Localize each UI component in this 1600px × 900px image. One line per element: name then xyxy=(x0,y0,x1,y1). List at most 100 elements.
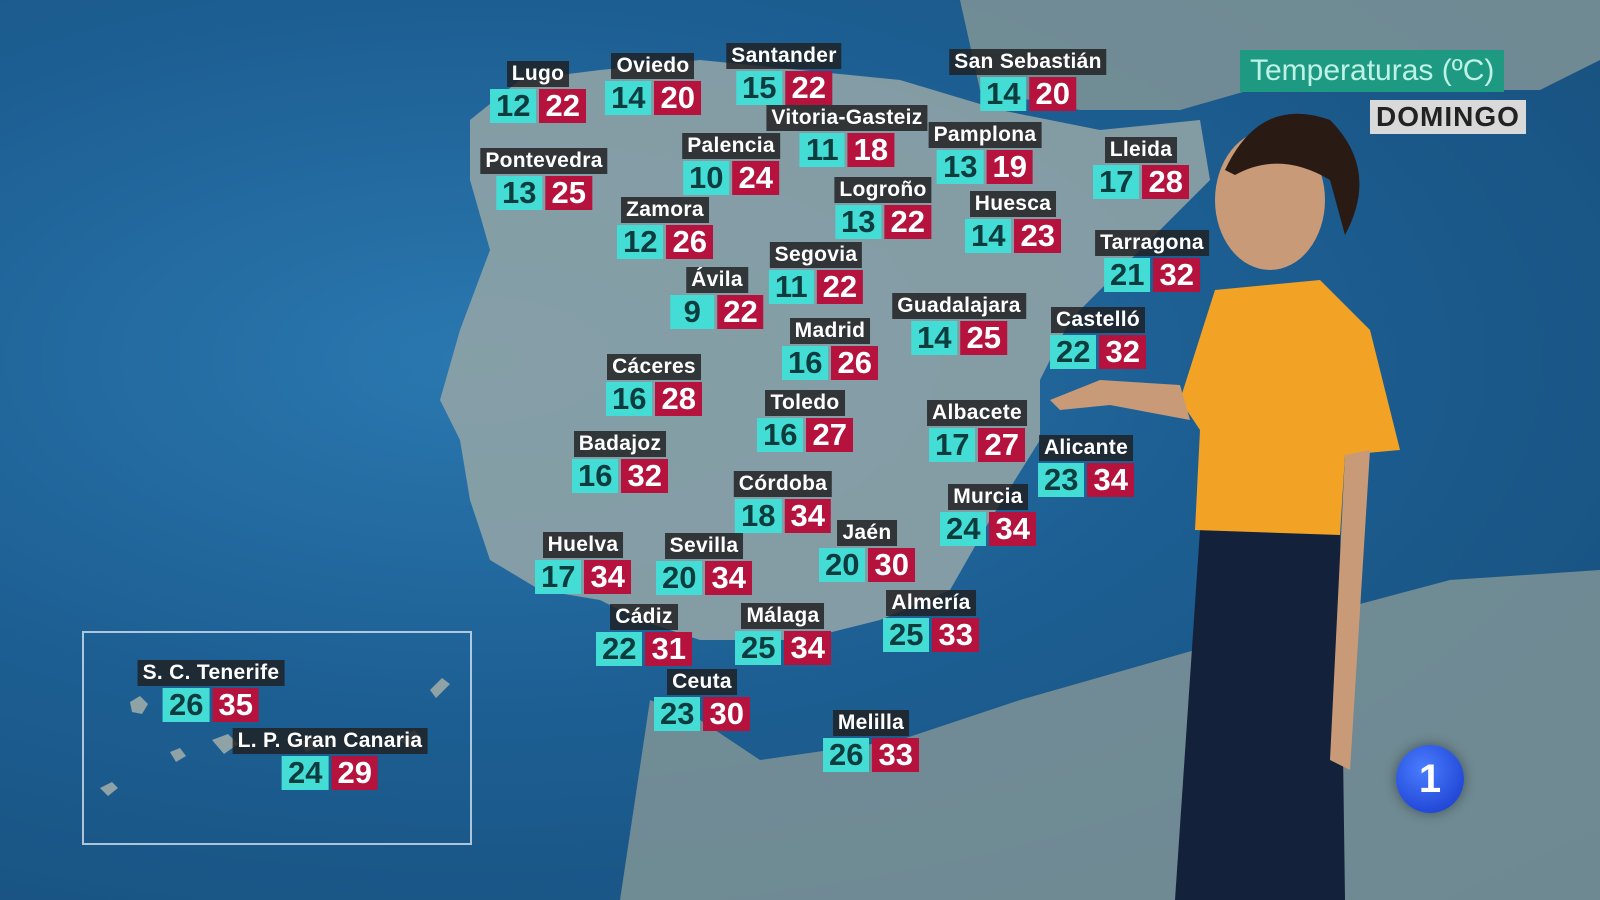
city-name: Huesca xyxy=(969,191,1057,217)
day-label: DOMINGO xyxy=(1370,100,1526,134)
presenter xyxy=(1050,113,1400,900)
city-name: Ávila xyxy=(686,267,748,293)
temperature-pair: 20 34 xyxy=(656,561,752,595)
temperature-pair: 24 34 xyxy=(940,512,1036,546)
city-forecast: Huesca 14 23 xyxy=(965,191,1061,253)
temperature-pair: 15 22 xyxy=(736,71,832,105)
city-name: Vitoria-Gasteiz xyxy=(766,105,928,131)
temperature-pair: 17 28 xyxy=(1093,165,1189,199)
temperature-pair: 23 34 xyxy=(1038,463,1134,497)
city-name: Málaga xyxy=(741,603,825,629)
city-name: Pontevedra xyxy=(480,148,608,174)
max-temperature: 19 xyxy=(986,150,1033,184)
city-forecast: Sevilla 20 34 xyxy=(656,533,752,595)
city-name: Tarragona xyxy=(1095,230,1209,256)
max-temperature: 22 xyxy=(539,89,586,123)
temperature-pair: 17 27 xyxy=(929,428,1025,462)
max-temperature: 30 xyxy=(703,697,750,731)
temperature-pair: 21 32 xyxy=(1104,258,1200,292)
min-temperature: 16 xyxy=(572,459,619,493)
city-forecast: Castelló 22 32 xyxy=(1050,307,1146,369)
temperature-pair: 16 32 xyxy=(572,459,668,493)
temperature-pair: 16 26 xyxy=(782,346,878,380)
min-temperature: 25 xyxy=(735,631,782,665)
city-name: Santander xyxy=(726,43,842,69)
temperature-pair: 14 25 xyxy=(911,321,1007,355)
city-name: Melilla xyxy=(832,710,910,736)
city-forecast: Pontevedra 13 25 xyxy=(480,148,608,210)
max-temperature: 26 xyxy=(831,346,878,380)
min-temperature: 12 xyxy=(490,89,537,123)
max-temperature: 18 xyxy=(847,133,895,167)
city-forecast: Segovia 11 22 xyxy=(768,242,864,304)
max-temperature: 34 xyxy=(1087,463,1134,497)
temperature-pair: 14 20 xyxy=(980,77,1076,111)
city-forecast: Albacete 17 27 xyxy=(927,400,1027,462)
map-title: Temperaturas (ºC) xyxy=(1240,50,1505,92)
city-forecast: Melilla 26 33 xyxy=(823,710,919,772)
city-name: Toledo xyxy=(765,390,845,416)
temperature-pair: 16 28 xyxy=(606,382,702,416)
temperature-pair: 22 32 xyxy=(1050,335,1146,369)
max-temperature: 20 xyxy=(1029,77,1076,111)
max-temperature: 29 xyxy=(331,756,378,790)
city-forecast: Murcia 24 34 xyxy=(940,484,1036,546)
min-temperature: 14 xyxy=(605,81,652,115)
min-temperature: 26 xyxy=(163,688,210,722)
city-forecast: San Sebastián 14 20 xyxy=(949,49,1107,111)
min-temperature: 16 xyxy=(757,418,804,452)
min-temperature: 26 xyxy=(823,738,870,772)
max-temperature: 27 xyxy=(806,418,853,452)
city-forecast: Madrid 16 26 xyxy=(782,318,878,380)
max-temperature: 27 xyxy=(978,428,1025,462)
city-forecast: Cáceres 16 28 xyxy=(606,354,702,416)
min-temperature: 17 xyxy=(1093,165,1140,199)
min-temperature: 25 xyxy=(883,618,930,652)
max-temperature: 20 xyxy=(654,81,701,115)
city-forecast: Córdoba 18 34 xyxy=(733,471,833,533)
min-temperature: 23 xyxy=(654,697,701,731)
city-forecast: Toledo 16 27 xyxy=(757,390,853,452)
max-temperature: 22 xyxy=(717,295,764,329)
min-temperature: 10 xyxy=(683,161,730,195)
city-name: Huelva xyxy=(542,532,624,558)
max-temperature: 22 xyxy=(816,270,864,304)
max-temperature: 22 xyxy=(884,205,931,239)
min-temperature: 22 xyxy=(1050,335,1097,369)
temperature-pair: 11 18 xyxy=(799,133,895,167)
city-forecast: Palencia 10 24 xyxy=(682,133,780,195)
temperature-pair: 10 24 xyxy=(683,161,779,195)
max-temperature: 32 xyxy=(1099,335,1146,369)
max-temperature: 31 xyxy=(645,632,692,666)
min-temperature: 14 xyxy=(911,321,958,355)
min-temperature: 21 xyxy=(1104,258,1151,292)
city-forecast: Tarragona 21 32 xyxy=(1095,230,1209,292)
temperature-pair: 18 34 xyxy=(735,499,831,533)
temperature-pair: 26 33 xyxy=(823,738,919,772)
city-forecast: Badajoz 16 32 xyxy=(572,431,668,493)
max-temperature: 34 xyxy=(989,512,1036,546)
city-forecast: S. C. Tenerife 26 35 xyxy=(137,660,285,722)
city-name: Jaén xyxy=(837,520,897,546)
max-temperature: 34 xyxy=(784,499,831,533)
min-temperature: 16 xyxy=(782,346,829,380)
city-name: Ceuta xyxy=(667,669,737,695)
min-temperature: 13 xyxy=(496,176,543,210)
city-forecast: Almería 25 33 xyxy=(883,590,979,652)
max-temperature: 25 xyxy=(545,176,592,210)
max-temperature: 34 xyxy=(584,560,631,594)
city-name: Córdoba xyxy=(733,471,833,497)
min-temperature: 17 xyxy=(929,428,976,462)
city-name: Cáceres xyxy=(607,354,701,380)
min-temperature: 11 xyxy=(799,133,845,167)
city-forecast: Málaga 25 34 xyxy=(735,603,831,665)
min-temperature: 20 xyxy=(656,561,703,595)
city-forecast: Lugo 12 22 xyxy=(490,61,586,123)
city-forecast: Vitoria-Gasteiz 11 18 xyxy=(766,105,928,167)
temperature-pair: 23 30 xyxy=(654,697,750,731)
city-forecast: Logroño 13 22 xyxy=(834,177,932,239)
max-temperature: 25 xyxy=(960,321,1007,355)
max-temperature: 22 xyxy=(785,71,832,105)
temperature-pair: 14 23 xyxy=(965,219,1061,253)
temperature-pair: 13 22 xyxy=(835,205,931,239)
